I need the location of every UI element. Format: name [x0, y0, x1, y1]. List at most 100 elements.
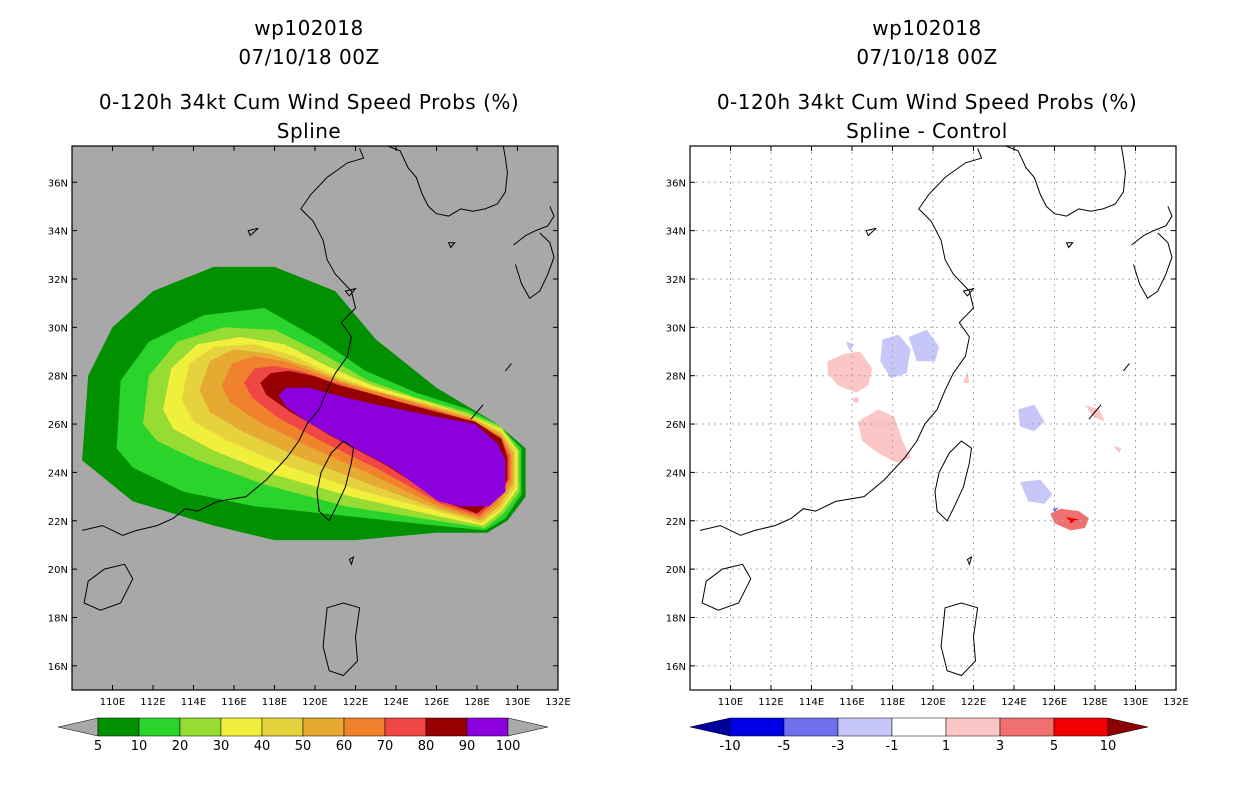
colorbar-segment [945, 717, 1001, 737]
colorbar-label: 90 [459, 739, 476, 754]
colorbar-left-arrow [57, 717, 99, 737]
island-1 [701, 563, 752, 611]
colorbar-label: 100 [496, 739, 521, 754]
x-tick-label: 116E [221, 697, 246, 708]
y-tick-label: 28N [48, 372, 68, 383]
colorbar-segment [343, 717, 386, 737]
island-5 [505, 363, 512, 372]
coastline-2 [513, 206, 555, 246]
island-0 [934, 440, 973, 522]
y-tick-label: 36N [666, 178, 686, 189]
coastline-3 [1133, 232, 1173, 300]
colorbar-segment [729, 717, 785, 737]
y-tick-label: 32N [48, 275, 68, 286]
x-tick-label: 112E [758, 697, 783, 708]
y-tick-label: 18N [666, 613, 686, 624]
island-0 [316, 440, 355, 522]
y-tick-label: 36N [48, 178, 68, 189]
y-tick-label: 20N [48, 565, 68, 576]
datetime-title: 07/10/18 00Z [238, 45, 380, 69]
island-4 [1088, 404, 1102, 420]
colorbar-label: 60 [336, 739, 353, 754]
x-tick-label: 128E [1082, 697, 1107, 708]
colorbar-segment [891, 717, 947, 737]
x-tick-label: 112E [140, 697, 165, 708]
diff-region-11 [1018, 404, 1045, 432]
diff-region-2 [858, 409, 911, 463]
y-tick-label: 30N [48, 323, 68, 334]
colorbar-segment [179, 717, 222, 737]
diff-region-0 [827, 351, 873, 393]
diff-region-9 [908, 329, 940, 362]
probability-map-chart: 110E 112E 114E 116E 118E 120E 122E 124E 126E 128E… [48, 145, 571, 754]
prob-contour-90 [278, 387, 506, 507]
y-tick-label: 18N [48, 613, 68, 624]
island-2 [940, 602, 979, 677]
product-title: 0-120h 34kt Cum Wind Speed Probs (%) [98, 90, 520, 114]
y-tick-label: 22N [48, 517, 68, 528]
x-tick-label: 122E [343, 697, 368, 708]
y-tick-label: 26N [666, 420, 686, 431]
diff-region-8 [880, 334, 911, 379]
x-tick-label: 124E [1001, 697, 1026, 708]
x-tick-label: 116E [839, 697, 864, 708]
colorbar-segment [999, 717, 1055, 737]
colorbar-segment [466, 717, 509, 737]
x-tick-label: 132E [1163, 697, 1188, 708]
colorbar-label: 10 [131, 739, 148, 754]
colorbar-label: -3 [832, 739, 845, 754]
diff-region-5 [1113, 445, 1122, 454]
colorbar-segment [1053, 717, 1109, 737]
x-tick-label: 118E [262, 697, 287, 708]
colorbar-label: 5 [1050, 739, 1058, 754]
colorbar-label: 20 [172, 739, 189, 754]
x-tick-label: 120E [302, 697, 327, 708]
x-tick-label: 126E [424, 697, 449, 708]
x-tick-label: 132E [545, 697, 570, 708]
y-tick-label: 24N [48, 468, 68, 479]
island-8 [966, 555, 973, 566]
island-5 [1123, 363, 1130, 372]
diff-region-1 [853, 396, 860, 403]
method-title: Spline [276, 119, 342, 143]
x-tick-label: 118E [880, 697, 905, 708]
coastline-2 [1131, 206, 1173, 246]
colorbar-label: 3 [996, 739, 1004, 754]
x-tick-label: 128E [464, 697, 489, 708]
difference-map-chart: 110E 112E 114E 116E 118E 120E 122E 124E 126E 128E… [666, 145, 1189, 754]
x-tick-label: 124E [383, 697, 408, 708]
colorbar-segment [837, 717, 893, 737]
colorbar-segment [302, 717, 345, 737]
coastline-0 [699, 148, 983, 536]
difference-panel: wp102018 07/10/18 00Z 0-120h 34kt Cum Wi… [618, 0, 1236, 800]
x-tick-label: 110E [100, 697, 125, 708]
y-tick-label: 24N [666, 468, 686, 479]
storm-id-title: wp102018 [872, 16, 982, 40]
x-tick-label: 110E [718, 697, 743, 708]
method-title: Spline - Control [846, 119, 1008, 143]
y-tick-label: 32N [666, 275, 686, 286]
product-title: 0-120h 34kt Cum Wind Speed Probs (%) [716, 90, 1138, 114]
coastline-0 [81, 148, 365, 536]
colorbar-segment [425, 717, 468, 737]
x-tick-label: 120E [920, 697, 945, 708]
storm-id-title: wp102018 [254, 16, 364, 40]
coastline-1 [387, 146, 508, 217]
y-tick-label: 16N [666, 662, 686, 673]
colorbar-right-arrow [1107, 717, 1149, 737]
colorbar-label: 5 [94, 739, 102, 754]
colorbar-left-arrow [689, 717, 731, 737]
island-4 [470, 404, 484, 420]
y-tick-label: 16N [48, 662, 68, 673]
colorbar-label: 70 [377, 739, 394, 754]
colorbar-label: -10 [719, 739, 740, 754]
colorbar-segment [261, 717, 304, 737]
x-tick-label: 130E [505, 697, 530, 708]
colorbar-segment [783, 717, 839, 737]
x-tick-label: 130E [1123, 697, 1148, 708]
diff-region-12 [1020, 479, 1053, 504]
diff-region-4 [1084, 404, 1106, 422]
plot-area [690, 146, 1176, 690]
coastline-1 [1005, 146, 1126, 217]
y-tick-label: 20N [666, 565, 686, 576]
